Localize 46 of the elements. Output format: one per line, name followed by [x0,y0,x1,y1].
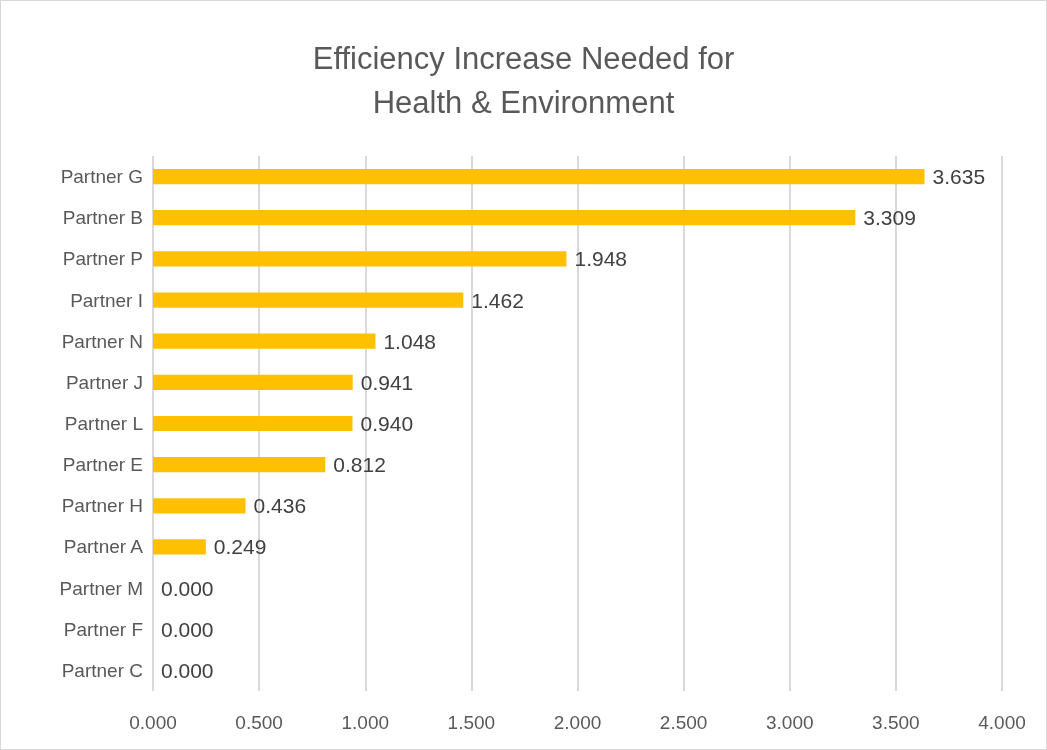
y-tick-label: Partner C [61,659,143,681]
x-tick-label: 2.000 [553,712,602,733]
bar [153,415,353,432]
data-label: 1.948 [574,247,628,271]
y-tick-label: Partner I [70,289,143,311]
data-label: 3.309 [863,206,916,230]
y-tick-label: Partner F [63,618,143,640]
bar [153,457,326,473]
y-tick-label: Partner G [60,166,143,188]
data-label: 0.000 [161,658,214,682]
y-tick-label: Partner A [63,536,144,558]
y-tick-label: Partner E [62,454,143,476]
y-tick-label: Partner P [62,248,143,270]
y-tick-label: Partner L [64,413,143,434]
data-label: 0.940 [360,412,414,435]
bar [153,539,206,555]
data-label: 0.249 [213,535,267,559]
bar [153,374,353,390]
bar [153,292,464,308]
data-label: 0.000 [161,617,214,641]
x-tick-label: 3.000 [765,712,814,733]
data-label: 0.000 [161,576,214,600]
x-tick-label: 4.000 [978,712,1026,733]
x-tick-label: 1.500 [447,712,496,733]
data-label: 1.048 [383,329,436,353]
y-tick-label: Partner B [62,207,143,229]
data-label: 0.941 [360,370,414,394]
y-tick-label: Partner N [61,330,143,352]
bar [153,333,376,349]
y-tick-label: Partner H [61,495,143,517]
data-label: 0.812 [333,453,386,477]
data-label: 1.462 [471,288,524,312]
data-label: 3.635 [932,165,986,189]
chart-title: Efficiency Increase Needed for Health & Environment [312,40,735,120]
y-tick-label: Partner M [59,577,143,599]
bar [153,498,246,514]
x-tick-label: 2.500 [659,712,708,733]
y-tick-label: Partner J [65,371,143,393]
bar [153,251,567,267]
bar [153,210,856,226]
x-tick-label: 0.500 [235,712,283,733]
data-label: 0.436 [253,494,307,518]
bar [153,168,925,185]
x-tick-label: 0.000 [129,712,177,733]
x-tick-label: 1.000 [341,712,390,733]
x-tick-label: 3.500 [872,712,920,733]
